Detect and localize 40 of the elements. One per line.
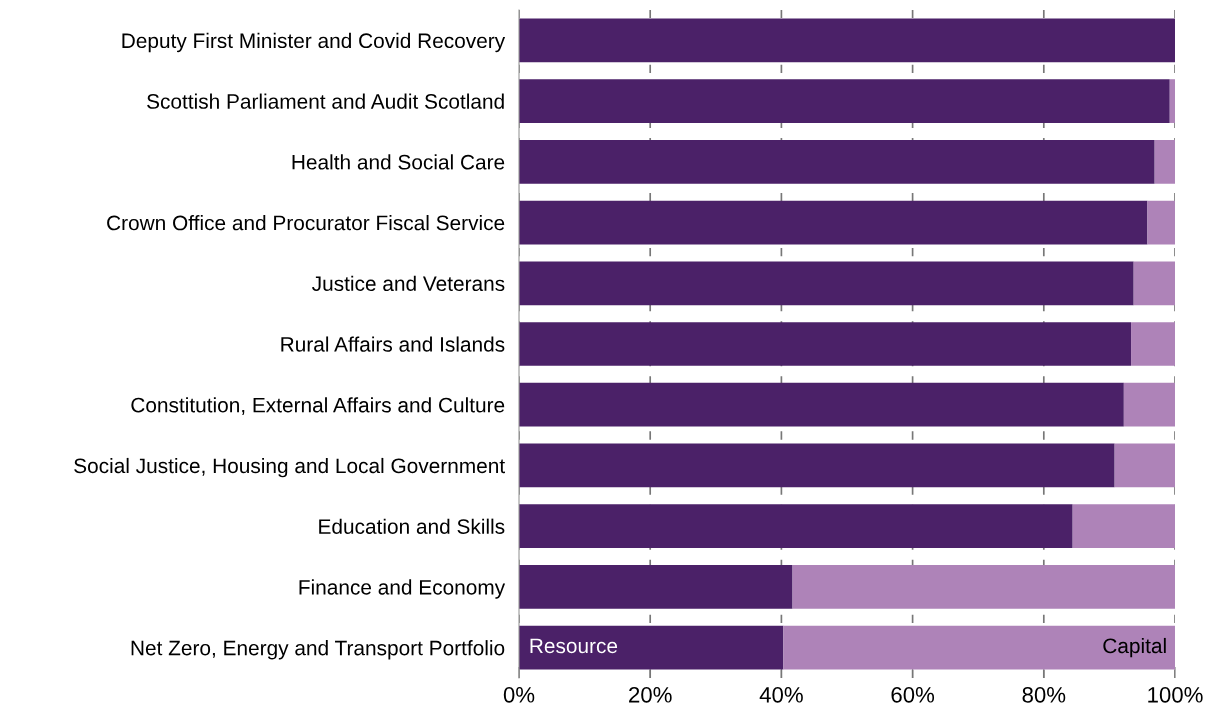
bar [519,139,1155,184]
x-tick-label: 80% [1022,686,1066,703]
bar [519,79,1170,123]
bar [519,443,1115,488]
y-tick-label: Constitution, External Affairs and Culture [131,397,505,415]
x-tick-label: 0% [503,686,535,703]
y-tick-label: Health and Social Care [292,154,505,170]
bar [783,625,1175,670]
bar [519,565,793,609]
y-tick-label: Net Zero, Energy and Transport Portfolio [131,640,505,660]
y-tick-label: Crown Office and Procurator Fiscal Service [107,215,505,231]
bar [519,18,1175,63]
bar [1154,139,1175,184]
x-tick-label: 20% [629,686,672,703]
bar [519,322,1132,366]
series-label: Capital [1103,637,1166,658]
bar [1123,382,1175,427]
x-tick-label: 60% [891,686,935,703]
bar [792,565,1175,609]
bar [1133,261,1175,306]
y-tick-label: Scottish Parliament and Audit Scotland [147,93,504,109]
bar [1114,443,1175,488]
bar [519,261,1134,306]
bar [1072,504,1175,549]
y-tick-label: Social Justice, Housing and Local Government [74,457,505,478]
bar [519,625,784,670]
y-tick-label: Rural Affairs and Islands [281,336,505,352]
bar [519,200,1148,245]
bar [519,504,1073,549]
x-tick-label: 100% [1148,686,1203,703]
bar [1169,79,1175,123]
x-tick-label: 40% [759,686,803,703]
y-tick-label: Education and Skills [319,518,505,534]
bar [1131,322,1175,366]
bar [519,382,1124,427]
bar [1147,200,1175,245]
series-label: Resource [530,638,618,654]
y-tick-label: Deputy First Minister and Covid Recovery [122,32,506,53]
y-tick-label: Finance and Economy [299,579,506,599]
y-tick-label: Justice and Veterans [312,275,505,292]
